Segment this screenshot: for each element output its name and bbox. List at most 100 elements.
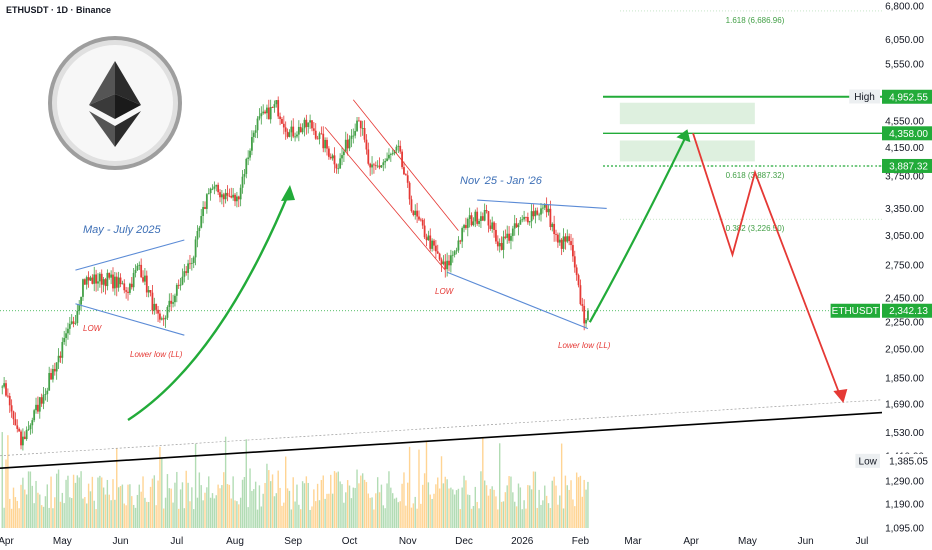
candle-body [215, 184, 218, 187]
volume-bar [136, 494, 139, 528]
price-tick-9: 2,450.00 [885, 293, 924, 304]
candle-body [53, 368, 56, 372]
candle-body [483, 210, 486, 221]
candle-body [388, 154, 390, 159]
candle-body [307, 122, 310, 128]
volume-bar [157, 480, 159, 528]
candle-body [455, 250, 458, 252]
volume-bar [256, 509, 259, 528]
price-tick-18: 1,095.00 [885, 524, 924, 535]
volume-bar [493, 489, 495, 528]
candle-body [322, 133, 325, 149]
annotation-lower-low-2: Lower low (LL) [558, 341, 611, 350]
volume-bar [502, 501, 505, 528]
price-tag-label-box [849, 89, 880, 104]
volume-bar [408, 446, 411, 528]
volume-bar [540, 504, 542, 528]
candle-body [112, 274, 114, 289]
volume-bar [84, 497, 86, 528]
candle-body [130, 283, 133, 288]
candle-body [581, 304, 584, 306]
candle-body [418, 216, 420, 220]
candle-body [403, 167, 405, 175]
volume-bar [341, 484, 343, 528]
volume-bar [512, 492, 514, 528]
volume-bar [521, 509, 523, 528]
volume-bar [566, 485, 568, 528]
time-axis[interactable]: Apr May Jun Jul Aug Sep Oct Nov Dec 2026 Feb Mar Apr… [0, 536, 868, 547]
price-tick-4: 4,150.00 [885, 143, 924, 154]
volume-bar [258, 485, 261, 528]
candle-body [260, 113, 263, 117]
candle-body [151, 292, 154, 311]
candle-body [57, 355, 60, 363]
candle-body [196, 230, 199, 240]
candle-body [252, 132, 255, 138]
volume-bar [55, 473, 58, 528]
candle-body [106, 272, 109, 287]
volume-bar [14, 497, 17, 528]
volume-bar [9, 498, 11, 528]
volume-bar [442, 483, 445, 528]
candle-body [10, 405, 13, 412]
candle-body [510, 235, 512, 241]
volume-bar [416, 508, 418, 528]
candle-body [534, 210, 537, 217]
candle-body [395, 146, 398, 151]
candle-body [342, 151, 345, 156]
volume-bar [562, 508, 565, 528]
volume-bar [435, 484, 437, 528]
volume-bar [538, 489, 540, 528]
volume-bar [172, 502, 174, 528]
candle-body [194, 239, 197, 258]
candle-body [157, 309, 159, 314]
candle-body [279, 116, 281, 119]
price-axis[interactable]: 6,800.00 6,050.00 5,550.00 4,550.00 4,150.00… [830, 0, 932, 550]
volume-bar [268, 470, 270, 528]
candle-body [397, 145, 400, 147]
volume-bar [532, 471, 535, 528]
candle-body [373, 164, 375, 166]
volume-bar [185, 470, 187, 528]
volume-bar [326, 493, 328, 528]
candle-body [543, 204, 546, 208]
volume-bar [230, 498, 232, 528]
candle-body [384, 160, 387, 163]
candle-body [376, 165, 379, 167]
candle-body [113, 276, 116, 289]
candle-body [12, 411, 15, 420]
candle-body [264, 111, 266, 114]
candle-body [251, 137, 253, 151]
candle-body [498, 243, 501, 247]
projection-green [588, 132, 689, 323]
candle-body [339, 158, 342, 169]
volume-bar [12, 487, 15, 528]
target-zone-lower [619, 140, 755, 162]
candle-body [87, 277, 90, 281]
volume-bar [346, 480, 349, 528]
volume-bar [138, 484, 140, 528]
candle-body [573, 256, 576, 268]
channel-nov-upper [477, 199, 607, 210]
price-tag-value: 3,887.32 [889, 161, 928, 172]
candle-body [487, 211, 490, 226]
time-tick-14: Jun [798, 536, 814, 547]
volume-bar [266, 463, 268, 528]
volume-bar [213, 498, 216, 528]
candle-body [31, 420, 34, 426]
candle-body [234, 194, 236, 202]
candle-body [55, 362, 58, 372]
candle-body [37, 404, 39, 412]
candle-body [517, 224, 520, 228]
candle-body [40, 397, 43, 404]
candle-body [68, 323, 71, 329]
candle-body [117, 277, 120, 288]
volume-bar [224, 436, 227, 528]
volume-bar [568, 489, 570, 528]
volume-bar [262, 493, 264, 528]
volume-bar [392, 493, 394, 528]
candle-body [348, 138, 351, 149]
candle-body [556, 234, 559, 243]
